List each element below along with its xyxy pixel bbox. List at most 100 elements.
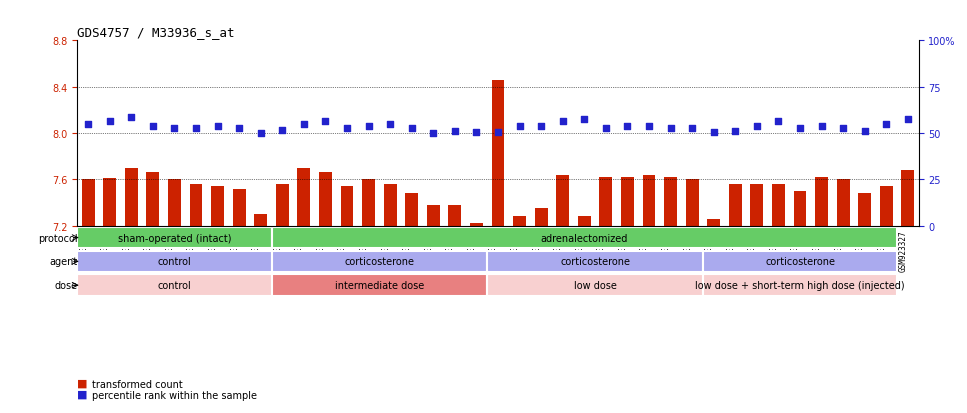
Point bbox=[814, 123, 830, 130]
Bar bbox=[470, 224, 483, 226]
Bar bbox=[815, 178, 828, 226]
Bar bbox=[384, 185, 396, 226]
FancyBboxPatch shape bbox=[487, 275, 703, 296]
Point bbox=[210, 123, 225, 130]
Text: agent: agent bbox=[49, 257, 77, 267]
Point bbox=[361, 123, 376, 130]
Bar bbox=[254, 214, 267, 226]
Text: low dose + short-term high dose (injected): low dose + short-term high dose (injecte… bbox=[695, 280, 905, 290]
Point bbox=[792, 126, 807, 133]
Point bbox=[145, 123, 161, 130]
Bar bbox=[103, 179, 116, 226]
Bar bbox=[81, 180, 95, 226]
Text: control: control bbox=[158, 280, 191, 290]
FancyBboxPatch shape bbox=[77, 275, 272, 296]
FancyBboxPatch shape bbox=[487, 251, 703, 273]
Point bbox=[447, 128, 462, 135]
Point bbox=[641, 123, 657, 130]
FancyBboxPatch shape bbox=[703, 275, 897, 296]
Bar bbox=[362, 180, 375, 226]
Point bbox=[469, 129, 484, 136]
Text: transformed count: transformed count bbox=[92, 380, 183, 389]
Text: corticosterone: corticosterone bbox=[765, 257, 835, 267]
FancyBboxPatch shape bbox=[272, 251, 487, 273]
Bar bbox=[405, 194, 418, 226]
Bar bbox=[426, 205, 440, 226]
Bar bbox=[535, 209, 547, 226]
Bar bbox=[125, 169, 137, 226]
Point bbox=[512, 123, 527, 130]
Text: GDS4757 / M33936_s_at: GDS4757 / M33936_s_at bbox=[77, 26, 235, 39]
Bar bbox=[319, 173, 332, 226]
Point bbox=[576, 116, 592, 123]
Point bbox=[534, 123, 549, 130]
Point bbox=[124, 114, 139, 121]
Point bbox=[662, 126, 678, 133]
Text: control: control bbox=[158, 257, 191, 267]
Bar bbox=[556, 175, 570, 226]
Bar bbox=[772, 185, 785, 226]
Text: low dose: low dose bbox=[573, 280, 617, 290]
Bar bbox=[664, 178, 677, 226]
Text: ■: ■ bbox=[77, 389, 88, 399]
Point bbox=[339, 126, 355, 133]
Text: percentile rank within the sample: percentile rank within the sample bbox=[92, 390, 257, 400]
Point bbox=[318, 119, 334, 126]
Point bbox=[555, 119, 571, 126]
Point bbox=[382, 121, 397, 128]
Bar bbox=[146, 173, 160, 226]
Bar bbox=[491, 81, 505, 226]
Point bbox=[404, 126, 420, 133]
Bar bbox=[729, 185, 742, 226]
Bar bbox=[707, 219, 720, 226]
Point bbox=[189, 126, 204, 133]
Bar bbox=[578, 217, 591, 226]
Text: protocol: protocol bbox=[38, 233, 77, 243]
Point bbox=[620, 123, 635, 130]
Point bbox=[727, 128, 743, 135]
Point bbox=[835, 126, 851, 133]
Text: intermediate dose: intermediate dose bbox=[335, 280, 424, 290]
Point bbox=[900, 116, 916, 123]
Bar bbox=[600, 178, 612, 226]
Bar bbox=[750, 185, 763, 226]
Point bbox=[102, 119, 117, 126]
Bar bbox=[901, 171, 915, 226]
Bar bbox=[621, 178, 634, 226]
Point bbox=[296, 121, 311, 128]
Text: sham-operated (intact): sham-operated (intact) bbox=[118, 233, 231, 243]
Point bbox=[275, 127, 290, 133]
Point bbox=[80, 121, 96, 128]
Bar bbox=[794, 192, 806, 226]
FancyBboxPatch shape bbox=[272, 227, 897, 249]
Point bbox=[857, 128, 872, 135]
Bar bbox=[449, 205, 461, 226]
Point bbox=[166, 126, 182, 133]
FancyBboxPatch shape bbox=[77, 251, 272, 273]
Bar bbox=[836, 180, 850, 226]
Bar bbox=[211, 187, 224, 226]
Bar bbox=[276, 185, 289, 226]
FancyBboxPatch shape bbox=[77, 227, 272, 249]
Bar bbox=[168, 180, 181, 226]
Bar bbox=[642, 175, 656, 226]
FancyBboxPatch shape bbox=[272, 275, 487, 296]
Text: adrenalectomized: adrenalectomized bbox=[541, 233, 628, 243]
Point bbox=[425, 131, 441, 137]
Point bbox=[599, 126, 614, 133]
Point bbox=[253, 131, 269, 137]
Bar bbox=[859, 194, 871, 226]
Point bbox=[685, 126, 700, 133]
Point bbox=[231, 126, 247, 133]
Text: corticosterone: corticosterone bbox=[560, 257, 630, 267]
Point bbox=[490, 129, 506, 136]
Bar bbox=[513, 217, 526, 226]
Point bbox=[771, 119, 786, 126]
Text: ■: ■ bbox=[77, 378, 88, 388]
Text: corticosterone: corticosterone bbox=[344, 257, 415, 267]
Point bbox=[879, 121, 894, 128]
Point bbox=[706, 129, 721, 136]
Bar bbox=[880, 187, 893, 226]
Bar bbox=[686, 180, 698, 226]
Text: dose: dose bbox=[54, 280, 77, 290]
